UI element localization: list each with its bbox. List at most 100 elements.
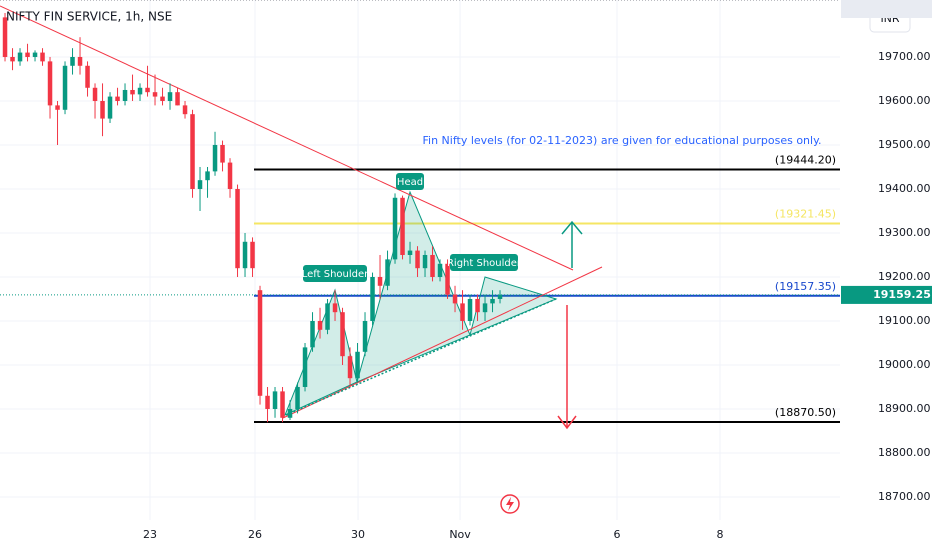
candle-body bbox=[115, 96, 120, 101]
y-tick-label: 19500.00 bbox=[878, 138, 931, 151]
candle-body bbox=[490, 298, 495, 304]
candle-body bbox=[385, 259, 390, 286]
candle-body bbox=[122, 89, 128, 101]
replay-icon-ring[interactable] bbox=[500, 494, 520, 514]
x-tick-label: 26 bbox=[248, 528, 262, 541]
candle-body bbox=[340, 312, 345, 357]
candle-body bbox=[212, 144, 218, 172]
candle-body bbox=[272, 391, 278, 409]
chart-title: NIFTY FIN SERVICE, 1h, NSE bbox=[6, 10, 172, 24]
candle-body bbox=[295, 386, 300, 409]
candle-body bbox=[392, 197, 398, 260]
resistance-trendline bbox=[0, 5, 574, 271]
candle-body bbox=[92, 87, 98, 101]
candle-body bbox=[332, 303, 338, 313]
level-label: (18870.50) bbox=[775, 406, 836, 419]
y-tick-label: 18900.00 bbox=[878, 402, 931, 415]
y-tick-label: 19300.00 bbox=[878, 226, 931, 239]
candle-body bbox=[85, 65, 90, 88]
candle-body bbox=[40, 52, 45, 62]
candle-body bbox=[415, 250, 420, 269]
candle-body bbox=[175, 92, 180, 106]
candle-body bbox=[467, 298, 473, 321]
candle-body bbox=[430, 254, 435, 277]
pattern-label: Head bbox=[397, 177, 423, 188]
candle-body bbox=[137, 87, 143, 95]
candles bbox=[2, 12, 503, 423]
candle-body bbox=[370, 276, 375, 321]
candle-body bbox=[100, 100, 105, 119]
candle-body bbox=[475, 298, 480, 313]
candle-body bbox=[310, 320, 315, 348]
candle-body bbox=[250, 241, 255, 269]
candle-body bbox=[107, 96, 113, 119]
candle-body bbox=[325, 303, 330, 330]
candle-body bbox=[452, 294, 458, 304]
grid bbox=[0, 0, 840, 520]
y-tick-label: 19600.00 bbox=[878, 94, 931, 107]
x-tick-label: 30 bbox=[351, 528, 365, 541]
candle-body bbox=[220, 144, 225, 163]
tag-box bbox=[450, 254, 518, 271]
candle-body bbox=[205, 171, 210, 181]
x-tick-label: 23 bbox=[143, 528, 157, 541]
candle-body bbox=[445, 263, 450, 295]
candle-body bbox=[227, 162, 233, 189]
candle-body bbox=[2, 17, 8, 57]
candle-body bbox=[145, 87, 150, 93]
x-tick-label: 6 bbox=[614, 528, 621, 541]
pattern-label: Left Shoulder bbox=[302, 269, 369, 280]
tag-box bbox=[303, 265, 367, 282]
candle-body bbox=[130, 89, 135, 95]
replay-icon[interactable] bbox=[500, 494, 520, 514]
candle-body bbox=[407, 250, 413, 255]
candle-body bbox=[25, 52, 30, 57]
candle-body bbox=[77, 56, 83, 66]
last-price-label: 19159.25 bbox=[873, 288, 931, 301]
y-tick-label: 19000.00 bbox=[878, 358, 931, 371]
level-label: (19157.35) bbox=[775, 280, 836, 293]
candle-body bbox=[422, 254, 428, 269]
down-arrow-head bbox=[557, 415, 577, 430]
candle-body bbox=[362, 320, 368, 352]
axes: 19700.00 19600.00 19500.00 19400.00 19300.00… bbox=[143, 0, 932, 541]
candle-body bbox=[302, 347, 308, 387]
x-tick-label: 8 bbox=[717, 528, 724, 541]
candle-body bbox=[400, 197, 405, 255]
candle-body bbox=[32, 52, 38, 57]
tag-box bbox=[396, 173, 424, 190]
candle-body bbox=[197, 180, 203, 189]
y-tick-label: 18700.00 bbox=[878, 490, 931, 503]
candle-body bbox=[287, 408, 293, 418]
note: Fin Nifty levels (for 02-11-2023) are gi… bbox=[422, 134, 821, 147]
candle-body bbox=[160, 96, 165, 101]
candle-body bbox=[242, 241, 248, 269]
low-box bbox=[841, 0, 932, 18]
last-price-box bbox=[841, 285, 932, 304]
candle-body bbox=[497, 294, 503, 299]
candle-body bbox=[152, 92, 158, 97]
neckline bbox=[285, 298, 557, 416]
support-trendline bbox=[282, 266, 603, 419]
replay-icon-bolt[interactable] bbox=[506, 497, 514, 511]
candle-body bbox=[235, 188, 240, 269]
y-tick-label: 19400.00 bbox=[878, 182, 931, 195]
candle-body bbox=[347, 356, 353, 379]
candle-body bbox=[62, 65, 68, 110]
candle-body bbox=[17, 52, 23, 62]
candle-body bbox=[437, 263, 443, 277]
candle-body bbox=[190, 114, 195, 189]
candle-body bbox=[182, 105, 188, 115]
candle-body bbox=[257, 290, 263, 396]
candle-body bbox=[55, 105, 60, 110]
pattern-label: Right Shoulder bbox=[447, 258, 522, 269]
level-label: (19444.20) bbox=[775, 154, 836, 167]
level-label: (19321.45) bbox=[775, 208, 836, 221]
candle-body bbox=[355, 351, 360, 379]
x-tick-label: Nov bbox=[449, 528, 471, 541]
y-tick-label: 18800.00 bbox=[878, 446, 931, 459]
y-tick-label: 19100.00 bbox=[878, 314, 931, 327]
candle-body bbox=[460, 303, 465, 321]
